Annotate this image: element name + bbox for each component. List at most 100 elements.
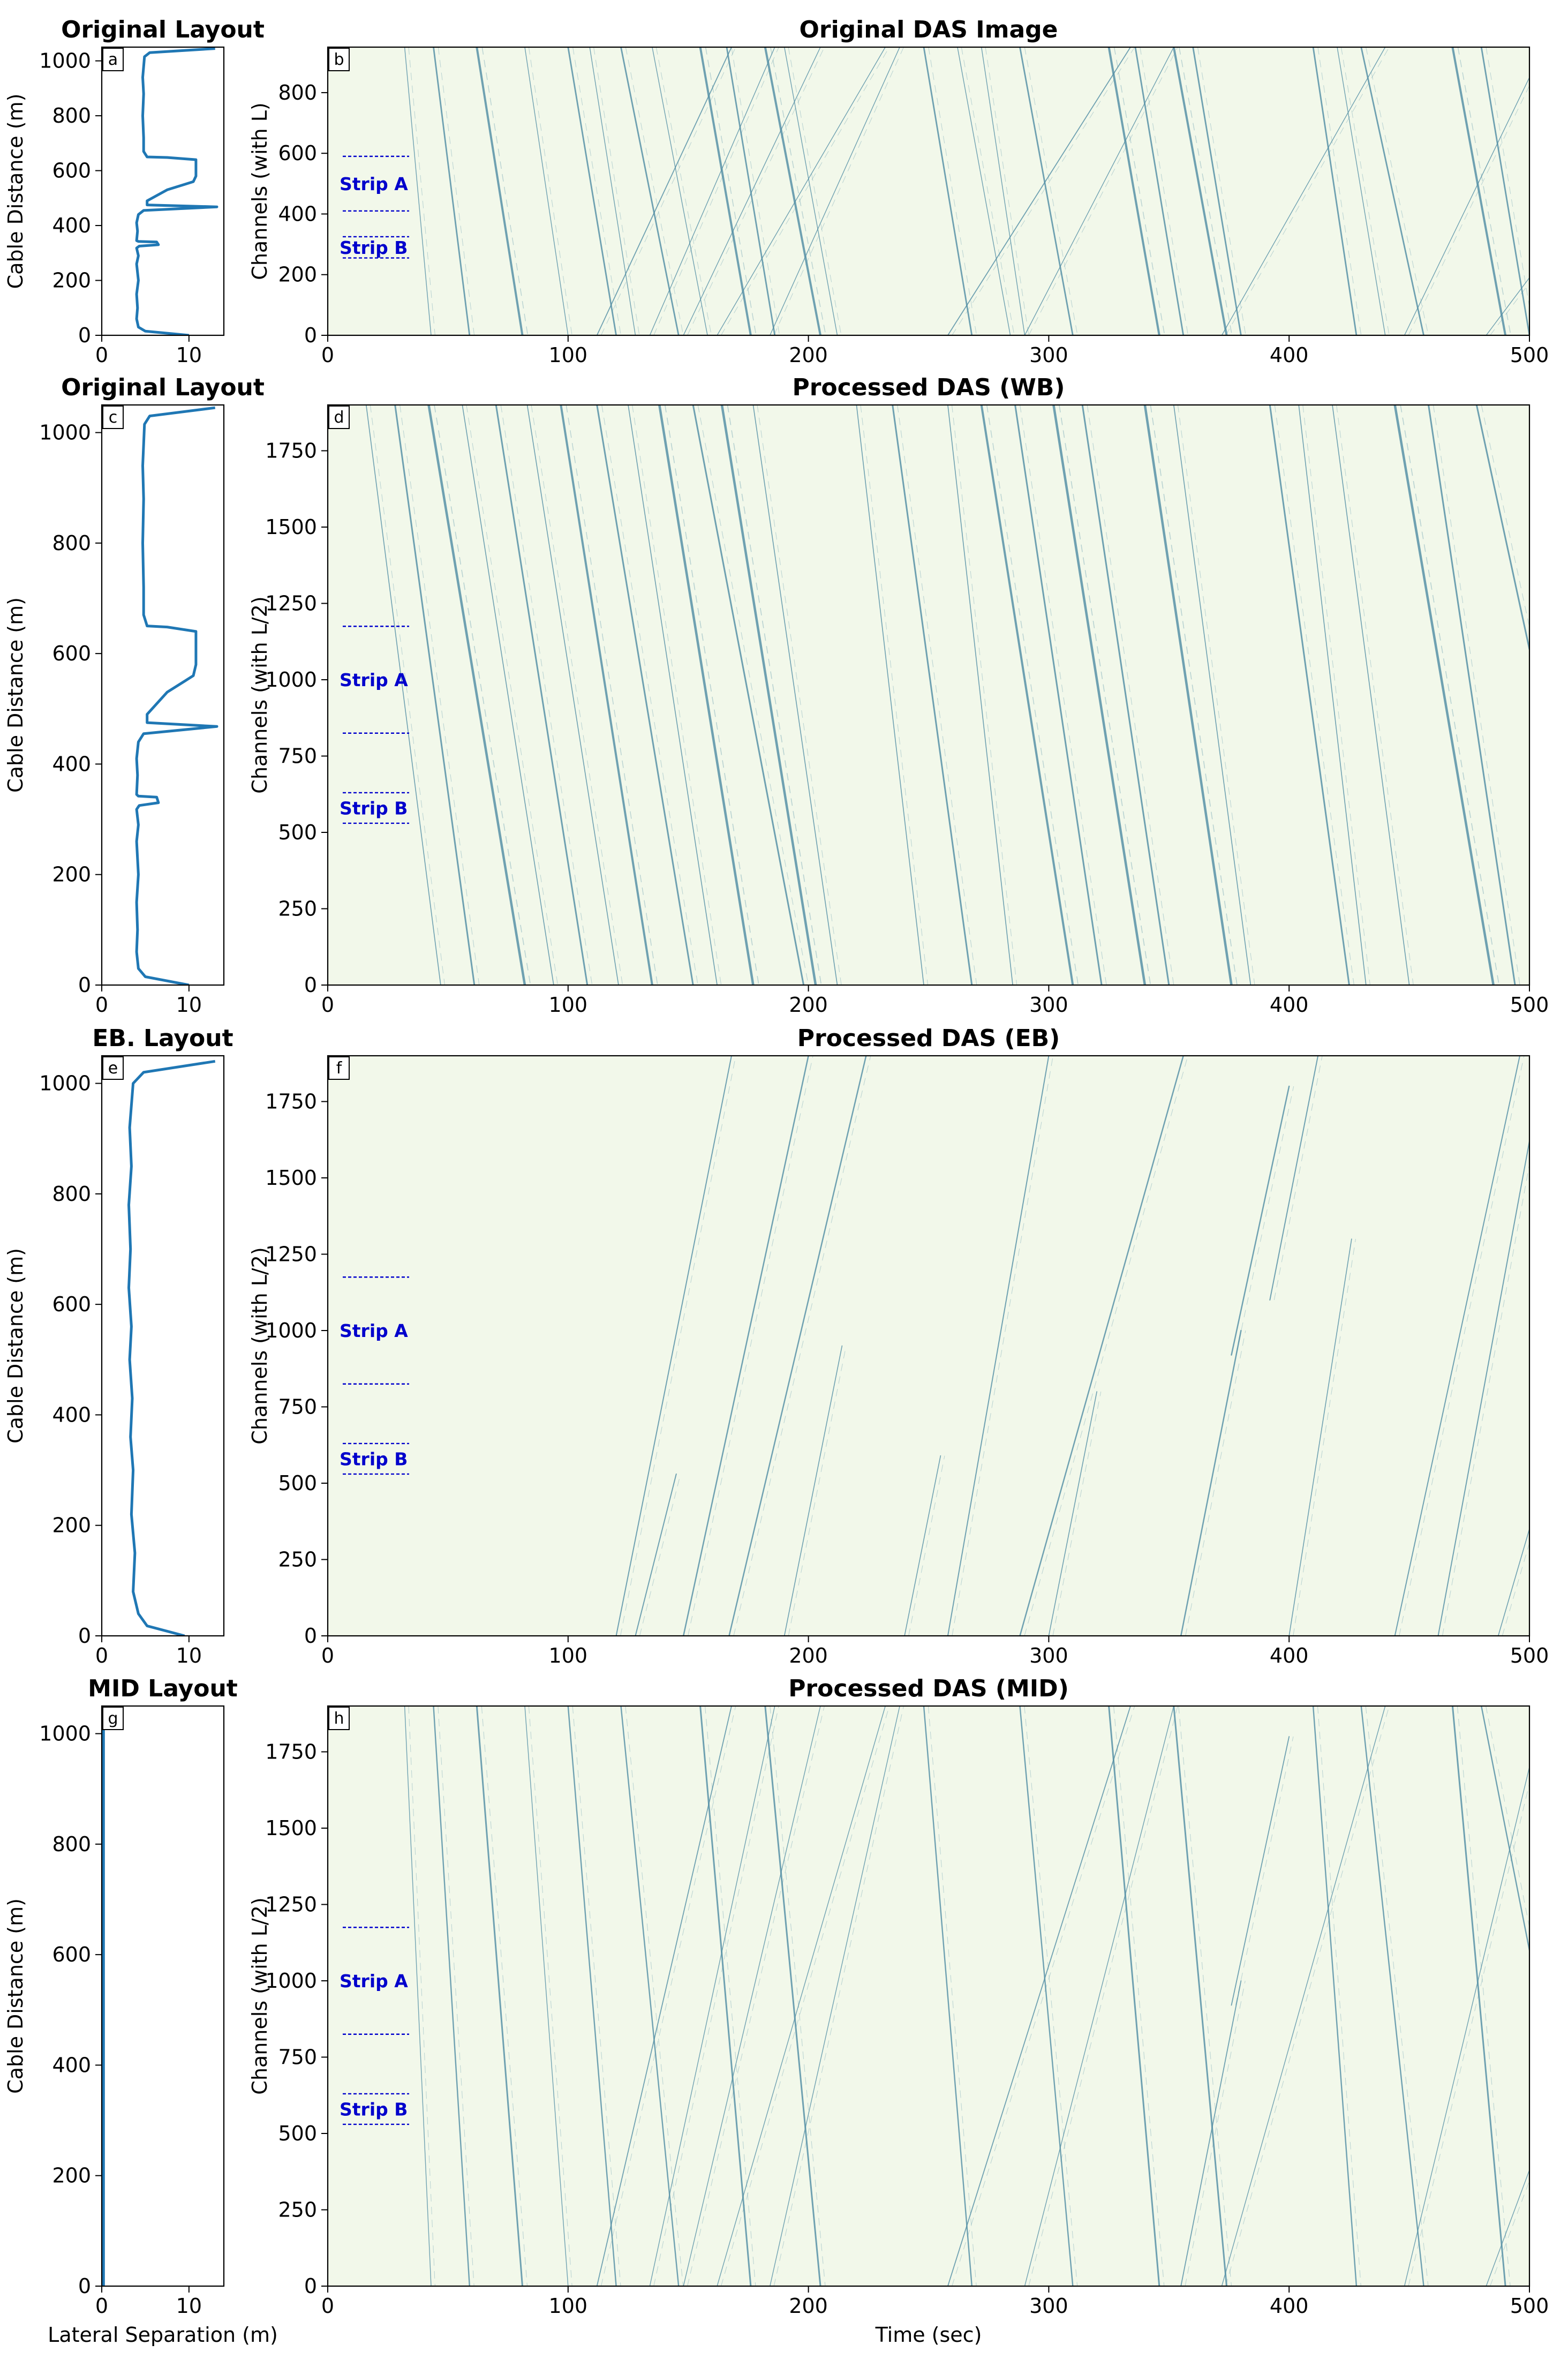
x-tick-label: 300 [1029, 343, 1068, 367]
data-track-7 [764, 1706, 821, 2286]
strip-label: Strip A [340, 1971, 408, 1992]
data-track-12 [752, 405, 838, 985]
plot-area [127, 1059, 216, 1636]
plot-background [102, 1706, 224, 2286]
data-track-15 [1497, 1528, 1529, 1636]
panel-letter: h [334, 1709, 344, 1728]
data-track-echo-11 [727, 405, 822, 985]
data-track-echo-14 [1457, 1706, 1511, 2286]
data-track-29 [770, 47, 900, 335]
data-track-5 [620, 1706, 680, 2286]
y-axis-label: Cable Distance (m) [4, 94, 27, 289]
data-track-8 [1048, 1391, 1097, 1636]
data-track-echo-32 [1225, 47, 1390, 335]
data-track-23 [1451, 47, 1507, 335]
x-tick-label: 200 [789, 1644, 828, 1667]
data-track-25 [596, 47, 732, 335]
y-tick-label: 200 [278, 263, 317, 287]
data-track-echo-10 [1113, 1706, 1165, 2286]
y-tick-label: 1250 [265, 592, 317, 615]
data-track-15 [1019, 47, 1074, 335]
y-tick-label: 800 [52, 1832, 91, 1856]
data-track-17 [1014, 405, 1103, 985]
data-track-echo-22 [1366, 47, 1429, 335]
data-track-0 [404, 47, 432, 335]
data-track-23 [1180, 1980, 1242, 2286]
panel-title: MID Layout [88, 1675, 238, 1702]
data-track-echo-11 [1178, 1706, 1232, 2286]
data-track-6 [620, 47, 680, 335]
data-track-echo-3 [528, 47, 572, 335]
panel-title: Original Layout [61, 374, 265, 401]
panel-letter: c [109, 408, 118, 427]
y-tick-label: 1750 [265, 439, 317, 463]
strip-label: Strip A [340, 174, 408, 194]
y-tick-label: 0 [304, 973, 317, 997]
data-track-echo-26 [653, 47, 779, 335]
y-tick-label: 1750 [265, 1090, 317, 1114]
data-track-25 [1221, 1706, 1386, 2286]
plot-background [328, 1706, 1529, 2286]
y-tick-label: 400 [52, 1403, 91, 1426]
panel-title: Original Layout [61, 16, 265, 43]
plot-background [102, 1056, 224, 1636]
data-track-echo-3 [528, 1706, 572, 2286]
data-track-echo-28 [721, 47, 890, 335]
data-track-19 [1081, 405, 1170, 985]
y-tick-label: 200 [52, 269, 91, 292]
y-tick-label: 1500 [265, 1816, 317, 1840]
data-track-0 [404, 1706, 432, 2286]
strip-label: Strip B [340, 798, 408, 818]
panel-title: Processed DAS (EB) [797, 1025, 1060, 1052]
data-track-3 [728, 1056, 867, 1636]
data-track-26 [1404, 1767, 1529, 2286]
data-track-11 [720, 405, 817, 985]
data-track-6 [560, 405, 653, 985]
data-track-13 [957, 47, 1011, 335]
data-track-14 [981, 47, 1026, 335]
data-track-5 [904, 1455, 941, 1636]
data-track-5 [589, 47, 636, 335]
data-track-echo-2 [481, 1706, 528, 2286]
x-tick-label: 300 [1029, 1644, 1068, 1667]
data-track-echo-8 [928, 1706, 977, 2286]
y-tick-label: 0 [78, 2274, 91, 2298]
data-track-22 [1024, 1706, 1174, 2286]
y-tick-label: 0 [78, 973, 91, 997]
y-tick-label: 1000 [39, 1072, 91, 1095]
panel-title: EB. Layout [92, 1025, 233, 1052]
data-track-14 [892, 405, 973, 985]
x-tick-label: 400 [1270, 343, 1309, 367]
data-track-echo-15 [1486, 1706, 1529, 1929]
data-track-1 [433, 1706, 470, 2286]
x-tick-label: 0 [95, 2294, 108, 2318]
data-track-2 [682, 1056, 809, 1636]
x-tick-label: 300 [1029, 993, 1068, 1017]
panel-h: Strip A Strip B 0 100 200 300 400 500 0 250 500 750… [248, 1675, 1549, 2347]
data-track-9 [726, 47, 776, 335]
plot-background [102, 405, 224, 985]
data-track-20 [1312, 47, 1358, 335]
data-track-echo-3 [466, 405, 558, 985]
panel-letter-box [102, 48, 124, 71]
data-track-echo-4 [572, 1706, 621, 2286]
y-tick-label: 0 [304, 324, 317, 347]
strip-label: Strip A [340, 1320, 408, 1341]
data-track-echo-16 [986, 405, 1079, 985]
x-tick-label: 200 [789, 343, 828, 367]
data-track-2 [476, 1706, 523, 2286]
data-track-19 [717, 1706, 886, 2286]
data-track-4 [567, 1706, 617, 2286]
data-track-25 [1393, 405, 1495, 985]
plot-area [135, 406, 218, 985]
panel-f: Strip A Strip B 0 100 200 300 400 500 0 250 500 750… [248, 1025, 1549, 1667]
data-track-echo-27 [1481, 405, 1529, 628]
y-tick-label: 800 [278, 81, 317, 104]
y-tick-label: 600 [52, 642, 91, 665]
y-tick-label: 500 [278, 2122, 317, 2145]
data-track-echo-21 [1340, 47, 1390, 335]
data-track-echo-17 [1020, 405, 1107, 985]
data-track-echo-0 [620, 1056, 736, 1636]
data-track-echo-24 [1486, 47, 1529, 309]
